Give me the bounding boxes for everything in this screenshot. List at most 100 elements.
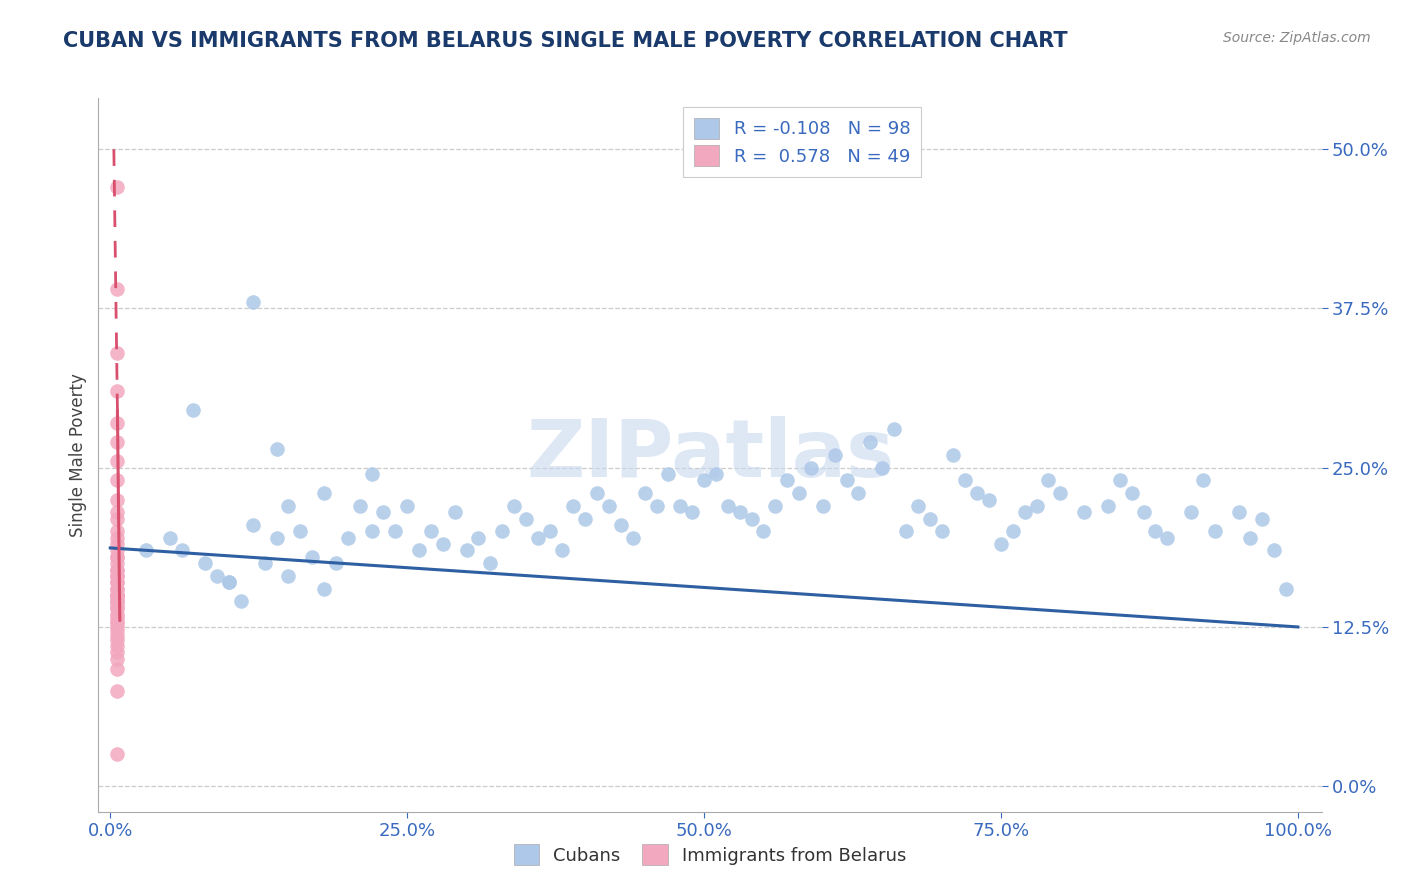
Point — [408, 543, 430, 558]
Point — [693, 474, 716, 488]
Point — [669, 499, 692, 513]
Point — [107, 624, 129, 638]
Point — [1180, 505, 1202, 519]
Point — [107, 662, 129, 676]
Point — [290, 524, 312, 539]
Point — [1121, 486, 1143, 500]
Point — [107, 600, 129, 615]
Point — [562, 499, 585, 513]
Point — [107, 563, 129, 577]
Point — [107, 474, 129, 488]
Point — [107, 435, 129, 450]
Point — [456, 543, 478, 558]
Point — [1204, 524, 1226, 539]
Point — [800, 460, 823, 475]
Point — [107, 632, 129, 647]
Point — [1192, 474, 1215, 488]
Point — [977, 492, 1000, 507]
Point — [396, 499, 419, 513]
Point — [107, 591, 129, 605]
Point — [966, 486, 988, 500]
Point — [107, 594, 129, 608]
Point — [349, 499, 371, 513]
Point — [107, 594, 129, 608]
Point — [107, 511, 129, 525]
Point — [384, 524, 406, 539]
Point — [443, 505, 465, 519]
Point — [107, 537, 129, 551]
Point — [503, 499, 526, 513]
Point — [1073, 505, 1095, 519]
Point — [824, 448, 846, 462]
Point — [218, 575, 240, 590]
Point — [107, 524, 129, 539]
Point — [107, 416, 129, 430]
Point — [1049, 486, 1071, 500]
Text: CUBAN VS IMMIGRANTS FROM BELARUS SINGLE MALE POVERTY CORRELATION CHART: CUBAN VS IMMIGRANTS FROM BELARUS SINGLE … — [63, 31, 1069, 51]
Point — [1263, 543, 1285, 558]
Point — [907, 499, 929, 513]
Point — [170, 543, 193, 558]
Point — [253, 556, 276, 570]
Point — [266, 531, 288, 545]
Point — [432, 537, 454, 551]
Point — [894, 524, 917, 539]
Point — [107, 629, 129, 643]
Point — [1144, 524, 1167, 539]
Point — [194, 556, 217, 570]
Point — [107, 588, 129, 602]
Point — [763, 499, 786, 513]
Point — [467, 531, 489, 545]
Point — [811, 499, 834, 513]
Point — [107, 614, 129, 628]
Point — [360, 467, 382, 481]
Point — [107, 683, 129, 698]
Point — [135, 543, 157, 558]
Point — [107, 454, 129, 468]
Point — [574, 511, 596, 525]
Point — [586, 486, 609, 500]
Point — [107, 575, 129, 590]
Point — [955, 474, 977, 488]
Point — [1014, 505, 1036, 519]
Point — [1156, 531, 1178, 545]
Point — [107, 180, 129, 194]
Point — [859, 435, 882, 450]
Point — [752, 524, 775, 539]
Point — [107, 384, 129, 399]
Point — [325, 556, 347, 570]
Point — [107, 588, 129, 602]
Point — [107, 582, 129, 596]
Point — [1251, 511, 1274, 525]
Point — [107, 645, 129, 659]
Point — [870, 460, 893, 475]
Point — [336, 531, 359, 545]
Point — [107, 492, 129, 507]
Point — [107, 620, 129, 634]
Text: ZIPatlas: ZIPatlas — [526, 416, 894, 494]
Point — [205, 569, 228, 583]
Point — [990, 537, 1012, 551]
Point — [107, 588, 129, 602]
Point — [479, 556, 502, 570]
Point — [598, 499, 620, 513]
Point — [1108, 474, 1130, 488]
Point — [717, 499, 740, 513]
Point — [107, 543, 129, 558]
Point — [107, 575, 129, 590]
Point — [373, 505, 395, 519]
Point — [1025, 499, 1047, 513]
Point — [621, 531, 644, 545]
Point — [527, 531, 550, 545]
Point — [301, 549, 323, 564]
Point — [491, 524, 513, 539]
Point — [931, 524, 953, 539]
Point — [1275, 582, 1298, 596]
Point — [229, 594, 252, 608]
Point — [107, 556, 129, 570]
Point — [107, 747, 129, 762]
Point — [787, 486, 810, 500]
Point — [107, 609, 129, 624]
Point — [107, 652, 129, 666]
Point — [538, 524, 561, 539]
